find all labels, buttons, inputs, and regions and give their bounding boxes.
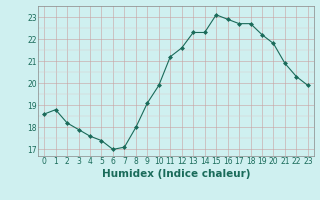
X-axis label: Humidex (Indice chaleur): Humidex (Indice chaleur) <box>102 169 250 179</box>
